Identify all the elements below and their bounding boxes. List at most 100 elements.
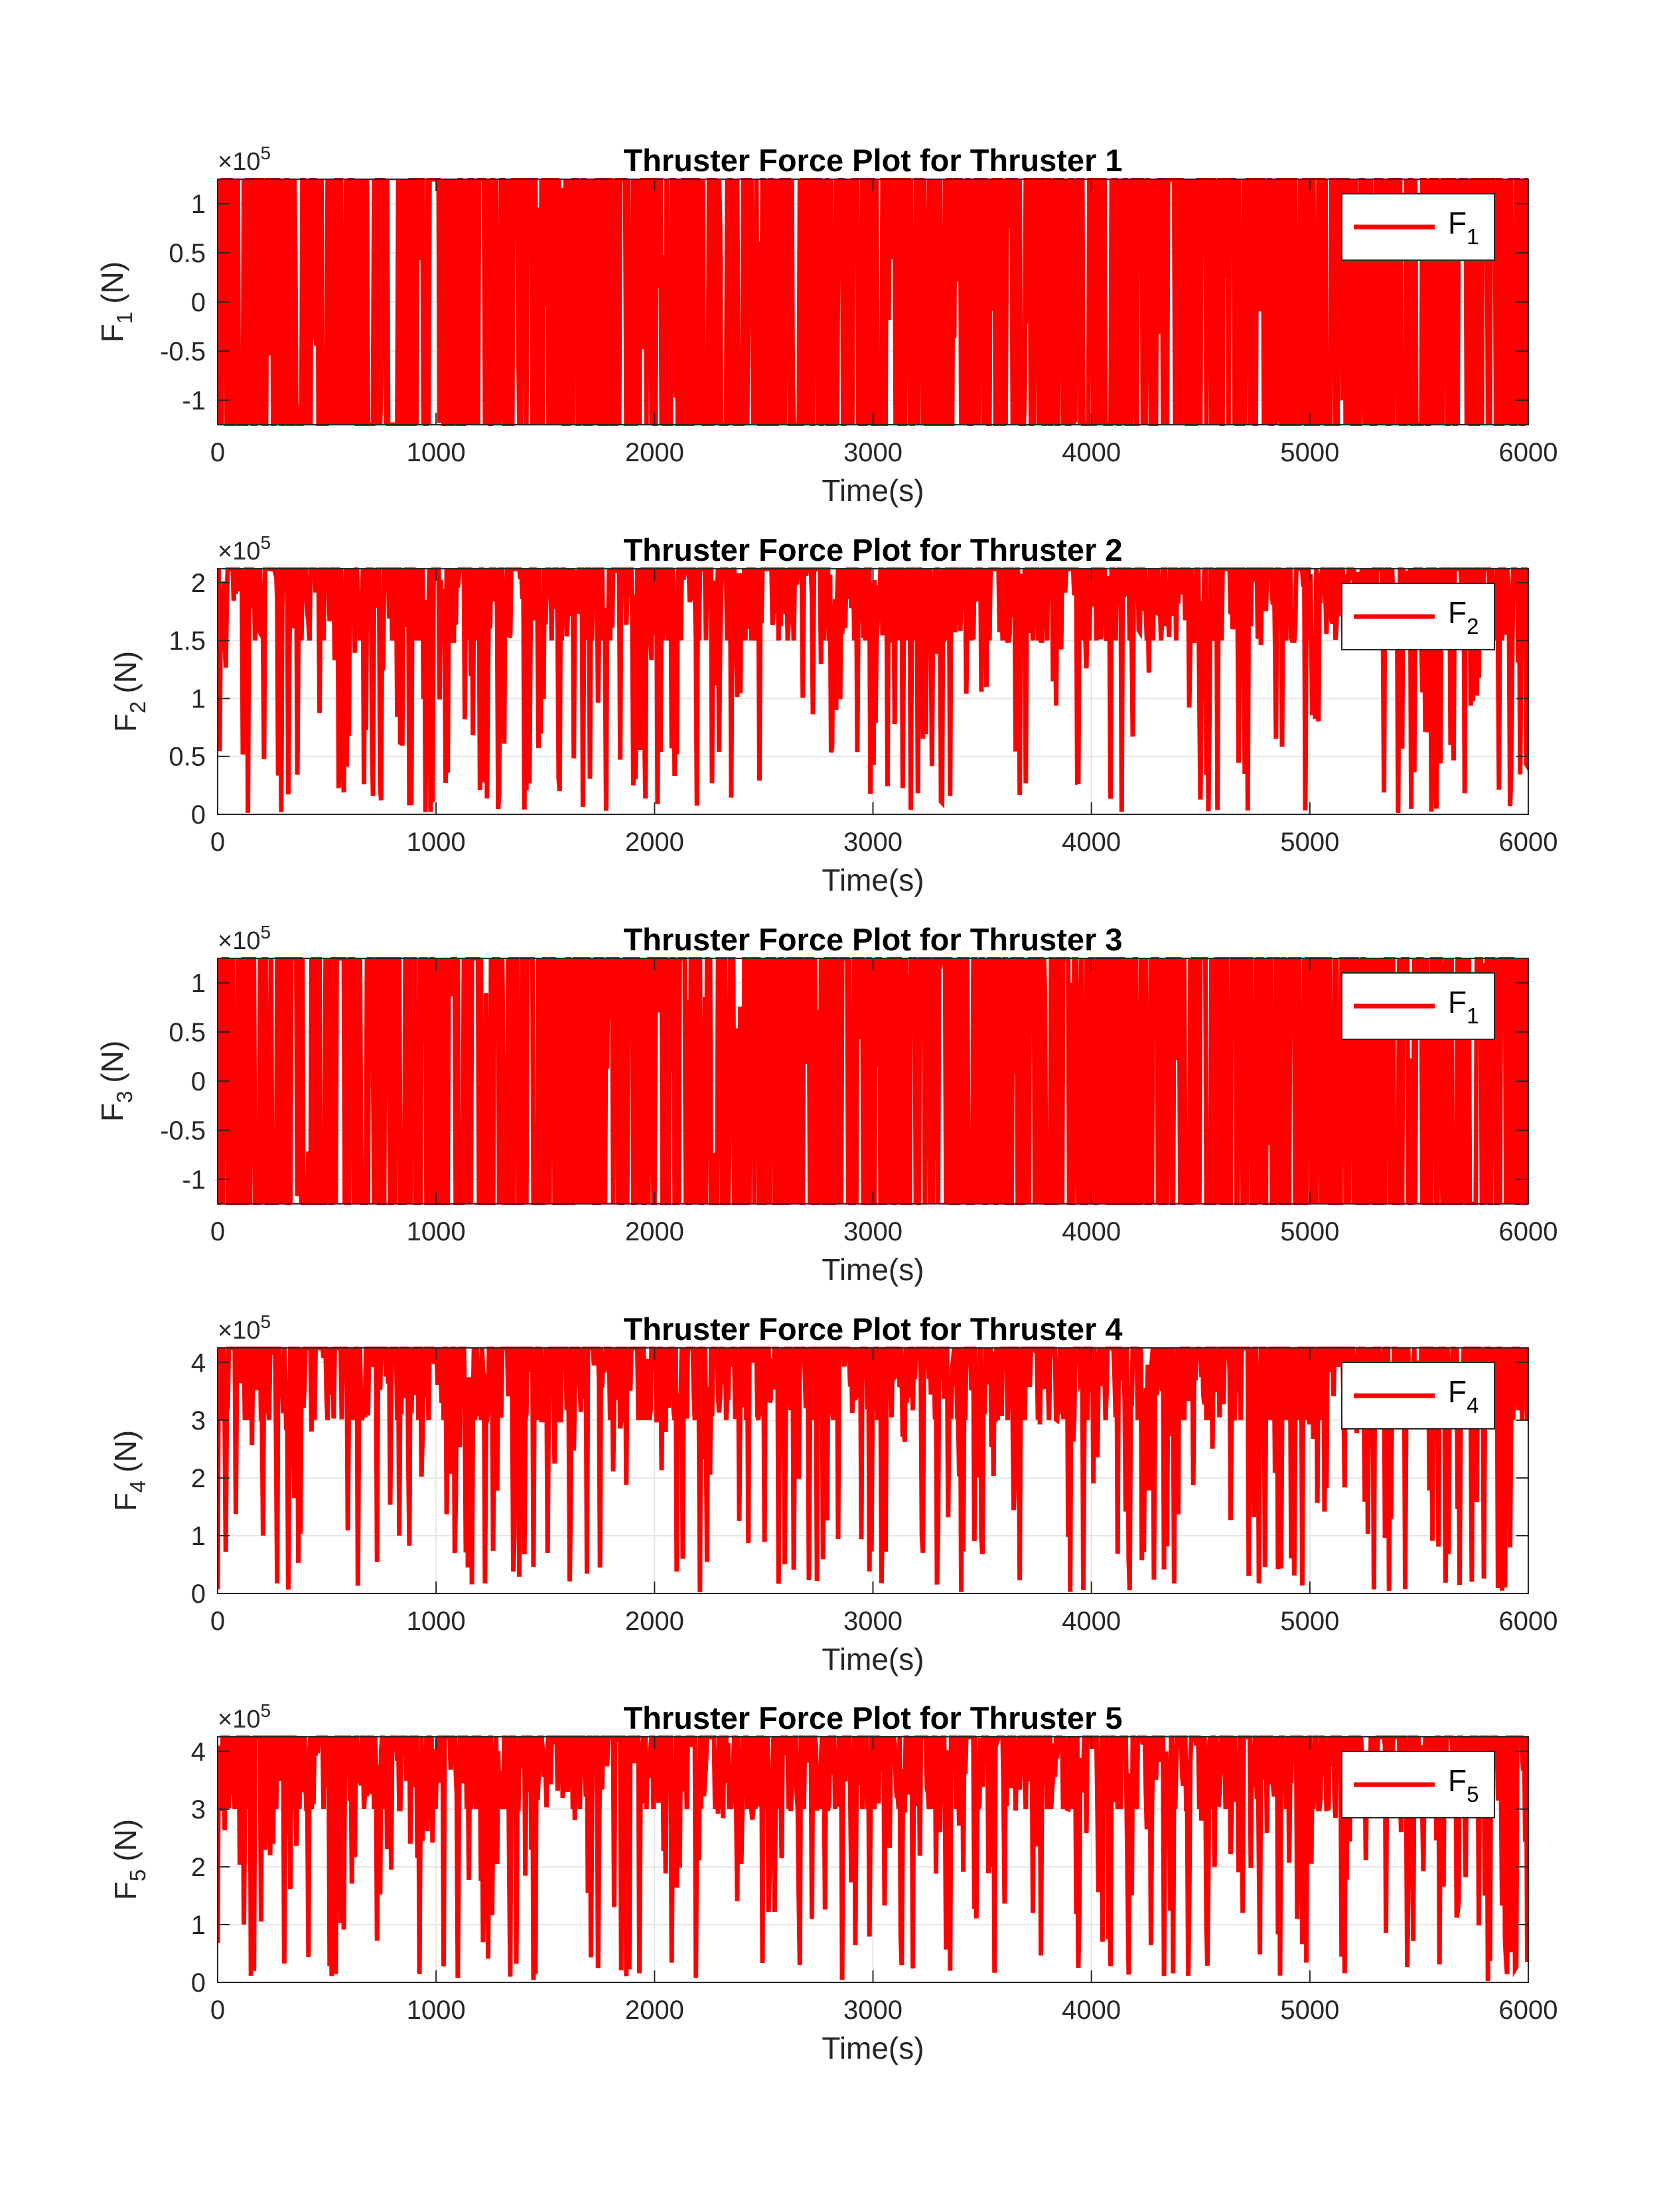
x-tick-label: 1000 [407, 1996, 466, 2025]
x-tick-label: 6000 [1499, 1607, 1558, 1636]
chart-title: Thruster Force Plot for Thruster 1 [623, 143, 1122, 178]
y-axis-label: F2 (N) [108, 651, 150, 732]
subplot-1: 0 1000 2000 3000 4000 5000 6000 -1 -0.5 0 0.5 1 ×105… [95, 143, 1557, 508]
legend: F5 [1341, 1751, 1495, 1818]
legend-symbol: F [1448, 1374, 1467, 1409]
x-tick-label: 2000 [625, 828, 684, 857]
exponent-power: 5 [260, 922, 271, 942]
x-tick-label: 3000 [843, 1607, 902, 1636]
y-label-subscript: 4 [125, 1481, 150, 1493]
x-tick-label: 5000 [1280, 1607, 1339, 1636]
subplot-4: 0 1000 2000 3000 4000 5000 6000 0 1 2 3 4 ×105 Thrust… [108, 1311, 1557, 1676]
x-tick-label: 1000 [407, 828, 466, 857]
x-axis-label: Time(s) [822, 2031, 924, 2065]
y-tick-label: 1 [191, 1522, 206, 1551]
x-tick-label: 5000 [1280, 1996, 1339, 2025]
chart-title: Thruster Force Plot for Thruster 3 [623, 922, 1122, 957]
x-axis-label: Time(s) [822, 473, 924, 508]
y-tick-label: 3 [191, 1406, 206, 1436]
x-tick-label: 1000 [407, 438, 466, 467]
y-tick-label: 3 [191, 1795, 206, 1824]
y-tick-label: 1.5 [169, 627, 206, 656]
y-exponent-label: ×105 [218, 532, 271, 565]
y-label-unit: (N) [95, 261, 129, 304]
y-label-unit: (N) [108, 1819, 143, 1862]
y-label-symbol: F [108, 713, 143, 732]
legend-label: F1 [1448, 985, 1479, 1028]
legend-symbol: F [1448, 595, 1467, 630]
exponent-power: 5 [260, 143, 271, 163]
y-tick-label: -1 [182, 386, 206, 415]
y-label-symbol: F [108, 1493, 143, 1511]
x-tick-label: 3000 [843, 1996, 902, 2025]
y-exponent-label: ×105 [218, 143, 271, 176]
legend-label: F5 [1448, 1763, 1479, 1806]
x-tick-label: 5000 [1280, 438, 1339, 467]
legend-subscript: 1 [1467, 224, 1479, 249]
y-tick-label: -0.5 [160, 337, 206, 366]
x-tick-label: 4000 [1062, 1607, 1121, 1636]
y-axis-label: F1 (N) [95, 261, 137, 342]
legend-subscript: 1 [1467, 1003, 1479, 1028]
exponent-base: ×10 [218, 1317, 260, 1345]
x-tick-label: 6000 [1499, 828, 1558, 857]
legend-subscript: 5 [1467, 1782, 1479, 1806]
x-tick-label: 6000 [1499, 1217, 1558, 1246]
y-label-symbol: F [95, 1103, 129, 1122]
y-tick-label: 0 [191, 800, 206, 830]
y-label-symbol: F [95, 324, 129, 342]
legend: F1 [1341, 972, 1495, 1040]
y-tick-label: 0.5 [169, 239, 206, 268]
y-tick-label: 0.5 [169, 1018, 206, 1047]
y-tick-label: 2 [191, 1464, 206, 1493]
y-tick-label: -0.5 [160, 1116, 206, 1145]
y-label-subscript: 3 [112, 1091, 137, 1103]
y-tick-label: 1 [191, 684, 206, 713]
exponent-base: ×10 [218, 148, 260, 176]
y-tick-label: 0 [191, 1067, 206, 1096]
x-tick-label: 0 [210, 1607, 225, 1636]
subplot-3: 0 1000 2000 3000 4000 5000 6000 -1 -0.5 0 0.5 1 ×105… [95, 922, 1557, 1287]
y-exponent-label: ×105 [218, 922, 271, 955]
legend: F4 [1341, 1362, 1495, 1430]
x-axis-label: Time(s) [822, 1252, 924, 1287]
chart-title: Thruster Force Plot for Thruster 5 [623, 1700, 1122, 1735]
chart-title: Thruster Force Plot for Thruster 4 [623, 1311, 1122, 1347]
legend: F2 [1341, 583, 1495, 650]
exponent-base: ×10 [218, 927, 260, 955]
legend-subscript: 4 [1467, 1393, 1479, 1418]
y-label-subscript: 5 [125, 1870, 150, 1881]
legend-symbol: F [1448, 1763, 1467, 1798]
y-tick-label: 0 [191, 1580, 206, 1609]
exponent-base: ×10 [218, 1706, 260, 1733]
exponent-base: ×10 [218, 538, 260, 565]
y-tick-label: 1 [191, 1911, 206, 1940]
y-tick-label: 2 [191, 1853, 206, 1882]
y-tick-label: 1 [191, 190, 206, 219]
y-tick-label: 0 [191, 1968, 206, 1998]
legend-label: F4 [1448, 1374, 1479, 1418]
y-tick-label: 0 [191, 288, 206, 317]
legend: F1 [1341, 193, 1495, 261]
legend-symbol: F [1448, 206, 1467, 240]
y-tick-label: 1 [191, 969, 206, 998]
exponent-power: 5 [260, 1700, 271, 1721]
x-tick-label: 6000 [1499, 438, 1558, 467]
x-tick-label: 5000 [1280, 828, 1339, 857]
x-tick-label: 6000 [1499, 1996, 1558, 2025]
y-exponent-label: ×105 [218, 1700, 271, 1733]
y-tick-label: 4 [191, 1349, 206, 1378]
exponent-power: 5 [260, 532, 271, 553]
chart-title: Thruster Force Plot for Thruster 2 [623, 532, 1122, 567]
y-axis-label: F5 (N) [108, 1819, 150, 1900]
x-tick-label: 4000 [1062, 1996, 1121, 2025]
x-tick-label: 4000 [1062, 1217, 1121, 1246]
x-tick-label: 2000 [625, 1607, 684, 1636]
legend-symbol: F [1448, 985, 1467, 1019]
x-tick-label: 4000 [1062, 438, 1121, 467]
x-axis-label: Time(s) [822, 1642, 924, 1676]
x-tick-label: 2000 [625, 1217, 684, 1246]
x-tick-label: 4000 [1062, 828, 1121, 857]
series-line-thruster-1 [218, 178, 1528, 426]
